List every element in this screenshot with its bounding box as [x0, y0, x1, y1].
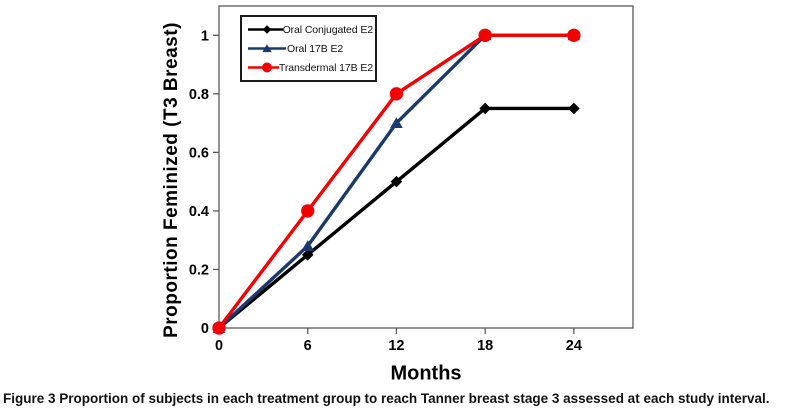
figure-caption-label: Figure 3 — [3, 391, 56, 406]
legend-swatch-triangle-icon — [248, 44, 286, 53]
circle-marker — [212, 321, 226, 335]
series-transdermal-17b-e2 — [212, 28, 581, 335]
y-tick-label: 0.4 — [189, 204, 209, 220]
y-axis-title: Proportion Feminized (T3 Breast) — [161, 22, 182, 338]
y-tick-label: 0.6 — [189, 145, 209, 161]
legend-item: Oral Conjugated E2 — [247, 23, 373, 36]
circle-marker — [262, 62, 272, 73]
legend-swatch-circle-icon — [248, 62, 279, 73]
legend-box: Oral Conjugated E2 Oral 17B E2 Transdermal… — [240, 15, 377, 82]
legend-item: Oral 17B E2 — [247, 42, 373, 55]
diamond-marker — [262, 25, 272, 34]
circle-marker — [478, 28, 492, 42]
legend-label: Transdermal 17B E2 — [278, 61, 373, 74]
diamond-marker — [568, 102, 580, 115]
y-tick-label: 1 — [201, 28, 209, 44]
diamond-marker — [479, 102, 491, 115]
x-tick-label: 24 — [566, 338, 582, 354]
legend-label: Oral Conjugated E2 — [282, 23, 374, 36]
x-tick-label: 0 — [215, 338, 223, 354]
figure-caption-text: Proportion of subjects in each treatment… — [59, 391, 770, 406]
diamond-marker — [301, 249, 314, 261]
diamond-marker — [390, 175, 403, 188]
legend-swatch-diamond-icon — [248, 25, 283, 34]
plot-frame — [218, 5, 634, 329]
circle-marker — [389, 87, 404, 101]
series-oral-conjugated-e2 — [213, 102, 580, 334]
triangle-marker — [390, 117, 403, 129]
x-tick-label: 6 — [304, 338, 312, 354]
legend-label: Oral 17B E2 — [287, 42, 344, 55]
legend-item: Transdermal 17B E2 — [247, 61, 373, 74]
x-tick-label: 12 — [388, 338, 404, 354]
figure-caption: Figure 3 Proportion of subjects in each … — [3, 391, 793, 406]
x-axis-title: Months — [390, 362, 462, 385]
triangle-marker — [262, 44, 272, 53]
series-line — [217, 106, 574, 330]
circle-marker — [301, 204, 315, 218]
x-tick-label: 18 — [477, 338, 493, 354]
circle-marker — [567, 28, 581, 42]
y-tick-label: 0.2 — [189, 262, 209, 278]
y-tick-label: 0 — [201, 321, 209, 337]
triangle-marker — [301, 240, 315, 251]
y-tick-label: 0.8 — [189, 87, 209, 103]
